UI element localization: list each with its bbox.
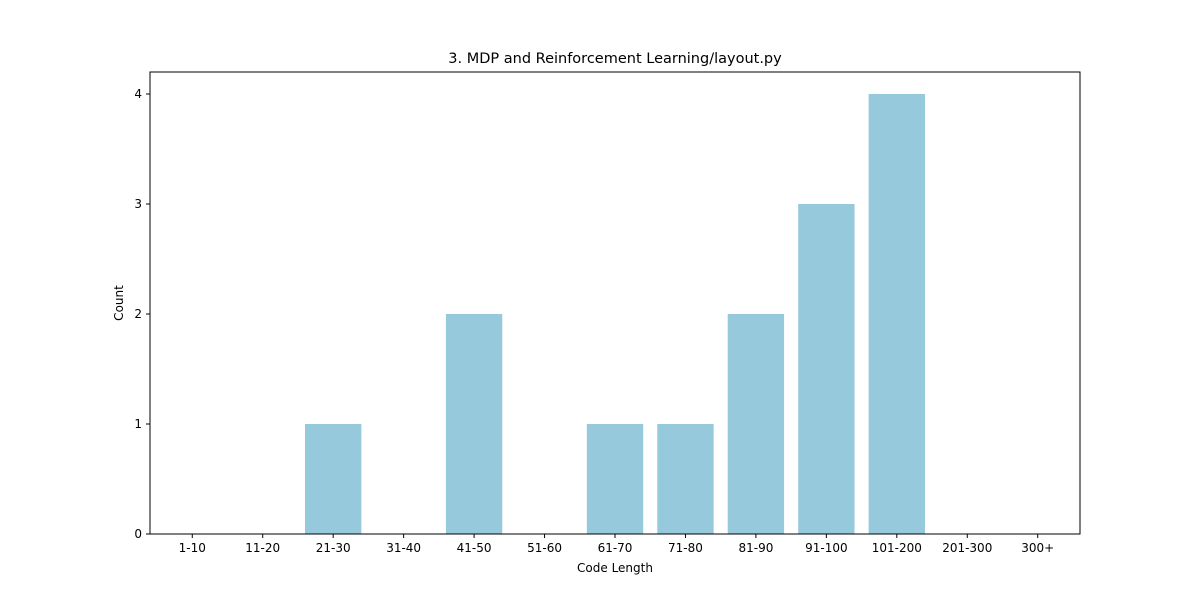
bars-group bbox=[305, 94, 925, 534]
x-tick-label: 61-70 bbox=[598, 541, 633, 555]
bar-101-200 bbox=[868, 94, 925, 534]
x-tick-label: 101-200 bbox=[872, 541, 922, 555]
x-tick-label: 21-30 bbox=[316, 541, 351, 555]
y-tick-label: 2 bbox=[134, 307, 142, 321]
y-tick-label: 4 bbox=[134, 87, 142, 101]
x-tick-label: 11-20 bbox=[245, 541, 280, 555]
bar-41-50 bbox=[445, 314, 503, 534]
x-tick-label: 1-10 bbox=[179, 541, 206, 555]
bar-71-80 bbox=[657, 424, 714, 534]
x-axis-ticks: 1-10 11-20 21-30 31-40 41-50 51-60 61-70 71-80 8… bbox=[179, 534, 1054, 555]
y-axis-ticks: 0 1 2 3 4 bbox=[134, 87, 150, 541]
y-tick-label: 0 bbox=[134, 527, 142, 541]
bar-91-100 bbox=[798, 204, 855, 534]
y-axis-label: Count bbox=[112, 285, 126, 321]
x-tick-label: 51-60 bbox=[527, 541, 562, 555]
chart-title: 3. MDP and Reinforcement Learning/layout… bbox=[448, 51, 782, 67]
bar-61-70 bbox=[586, 424, 644, 534]
x-tick-label: 71-80 bbox=[668, 541, 703, 555]
x-axis-label: Code Length bbox=[577, 561, 653, 575]
x-tick-label: 81-90 bbox=[738, 541, 773, 555]
y-tick-label: 3 bbox=[134, 197, 142, 211]
x-tick-label: 201-300 bbox=[942, 541, 992, 555]
bar-21-30 bbox=[305, 424, 362, 534]
y-tick-label: 1 bbox=[134, 417, 142, 431]
x-tick-label: 91-100 bbox=[805, 541, 848, 555]
x-tick-label: 41-50 bbox=[457, 541, 492, 555]
bar-81-90 bbox=[727, 314, 785, 534]
x-tick-label: 31-40 bbox=[386, 541, 421, 555]
x-tick-label: 300+ bbox=[1021, 541, 1054, 555]
